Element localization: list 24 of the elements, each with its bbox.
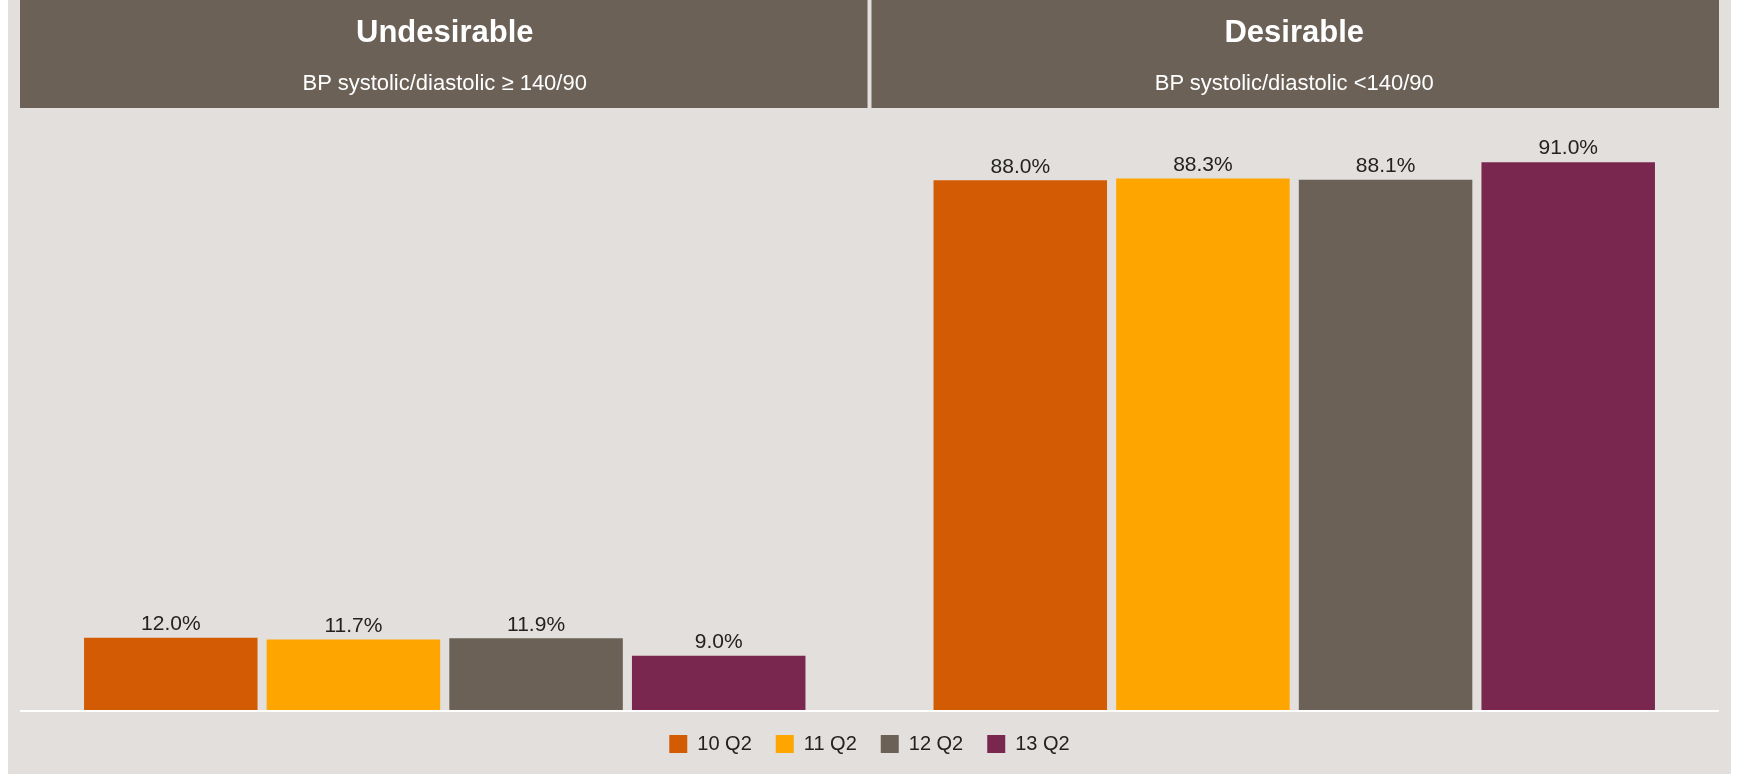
- bar: [1481, 162, 1655, 710]
- bar: [84, 637, 258, 710]
- legend-label: 13 Q2: [1015, 731, 1070, 754]
- data-label: 88.0%: [990, 153, 1051, 177]
- legend-label: 10 Q2: [697, 731, 752, 754]
- data-label: 88.1%: [1355, 152, 1416, 176]
- text: BP systolic/diastolic ≥ 140/90: [302, 70, 587, 96]
- data-label: 91.0%: [1538, 135, 1598, 159]
- text: BP systolic/diastolic <140/90: [1154, 70, 1434, 96]
- data-label: 9.0%: [694, 629, 743, 653]
- bar: [1116, 178, 1290, 710]
- bar: [631, 655, 806, 710]
- x-tick-label: Undesirable: [356, 13, 534, 49]
- bar: [1298, 179, 1473, 710]
- data-label: 11.7%: [324, 612, 383, 636]
- legend-label: 11 Q2: [803, 731, 857, 754]
- data-label: 11.9%: [507, 611, 566, 635]
- data-label: 88.3%: [1173, 151, 1233, 175]
- bar: [933, 180, 1108, 710]
- x-tick-label: Desirable: [1224, 13, 1365, 49]
- bar: [266, 639, 441, 710]
- legend-label: 12 Q2: [908, 731, 964, 754]
- data-label: 12.0%: [141, 611, 201, 635]
- bar: [449, 638, 623, 710]
